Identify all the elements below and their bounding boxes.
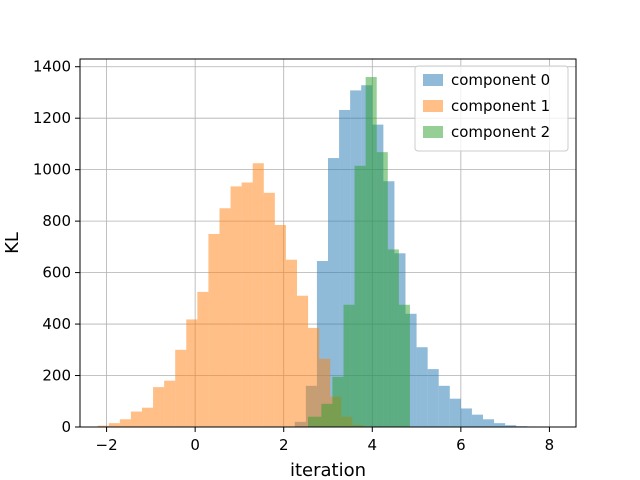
legend-label-component-1: component 1	[451, 97, 550, 115]
histogram-bar-component-1	[130, 411, 142, 427]
legend-box	[414, 65, 569, 152]
legend: component 0 component 1 component 2	[414, 65, 569, 152]
y-tick-label: 1000	[33, 161, 71, 179]
histogram-bar-component-2	[308, 416, 322, 427]
legend-swatch-component-1	[423, 100, 443, 112]
ticks-layer: −2 0 2 4 6 8 0 200 400 600 800 1000 1200 1400	[33, 58, 554, 454]
histogram-bar-component-0	[438, 385, 450, 427]
histogram-bar-component-0	[316, 261, 328, 427]
histogram-bar-component-2	[365, 77, 377, 428]
histogram-bar-component-1	[285, 259, 297, 427]
histogram-bar-component-2	[321, 403, 333, 427]
histogram-bar-component-0	[405, 313, 417, 427]
y-axis-label: KL	[2, 232, 23, 254]
histogram-bar-component-1	[97, 425, 109, 427]
x-tick-label: 6	[456, 436, 466, 454]
histogram-bar-component-0	[471, 414, 483, 427]
legend-swatch-component-0	[423, 74, 443, 86]
histogram-bar-component-1	[108, 423, 120, 427]
histogram-bar-component-2	[343, 304, 355, 427]
x-tick-label: 2	[279, 436, 289, 454]
histogram-bar-component-0	[427, 369, 439, 427]
histogram-bar-component-2	[398, 304, 410, 427]
histogram-bar-component-0	[483, 419, 495, 427]
histogram-bar-component-1	[319, 358, 331, 427]
histogram-bar-component-0	[339, 109, 351, 427]
histogram-bar-component-1	[308, 327, 320, 427]
histogram-bar-component-0	[416, 347, 428, 427]
legend-swatch-component-2	[423, 126, 443, 138]
histogram-bar-component-1	[197, 291, 209, 427]
histogram-bar-component-1	[175, 349, 187, 427]
histogram-bar-component-1	[186, 319, 198, 427]
y-tick-label: 1400	[33, 58, 71, 76]
bars-layer	[97, 77, 559, 428]
legend-label-component-0: component 0	[451, 71, 550, 89]
histogram-bar-component-1	[263, 192, 275, 427]
histogram-bar-component-2	[332, 376, 344, 427]
histogram-bar-component-1	[297, 295, 309, 427]
histogram-bar-component-0	[460, 408, 472, 427]
histogram-bar-component-0	[494, 423, 506, 427]
y-tick-label: 0	[61, 418, 71, 436]
histogram-bar-component-1	[142, 407, 154, 427]
y-tick-label: 1200	[33, 109, 71, 127]
histogram-bar-component-1	[230, 186, 242, 427]
y-tick-label: 800	[42, 212, 71, 230]
histogram-bar-component-0	[328, 158, 340, 428]
x-tick-label: −2	[96, 436, 118, 454]
histogram-bar-component-1	[241, 182, 253, 427]
histogram-bar-component-1	[219, 208, 231, 427]
plot-frame	[79, 58, 577, 428]
x-tick-label: 4	[368, 436, 378, 454]
y-tick-label: 600	[42, 264, 71, 282]
histogram-bar-component-2	[376, 152, 388, 428]
x-axis-label: iteration	[290, 460, 366, 480]
histogram-bar-component-1	[153, 387, 165, 427]
histogram-bar-component-1	[252, 163, 264, 428]
y-tick-label: 400	[42, 315, 71, 333]
legend-label-component-2: component 2	[451, 123, 550, 141]
x-tick-label: 0	[190, 436, 200, 454]
histogram-bar-component-1	[164, 380, 176, 427]
histogram-bar-component-0	[505, 425, 517, 427]
x-tick-label: 8	[545, 436, 555, 454]
histogram-bar-component-1	[119, 419, 131, 427]
histogram-bar-component-2	[387, 249, 399, 427]
histogram-bar-component-1	[208, 233, 220, 427]
histogram-bar-component-1	[274, 224, 286, 427]
histogram-bar-component-2	[354, 165, 366, 428]
histogram-bar-component-0	[449, 398, 461, 427]
y-tick-label: 200	[42, 367, 71, 385]
